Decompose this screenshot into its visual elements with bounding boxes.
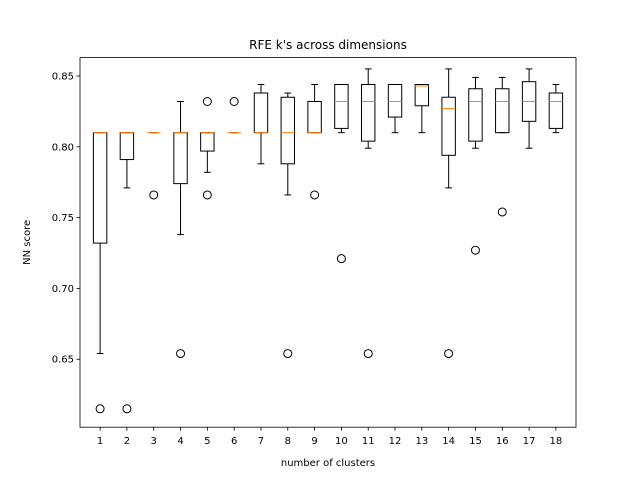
plot-frame (79, 57, 577, 428)
outlier-point (229, 96, 239, 106)
x-tick-label: 4 (177, 436, 183, 447)
box-group-15 (468, 76, 483, 255)
outlier-point (470, 245, 480, 255)
x-tick-label: 11 (362, 436, 375, 447)
box-group-17 (521, 68, 537, 149)
iqr-box (468, 88, 483, 142)
x-tick-label: 12 (389, 436, 402, 447)
x-axis-label: number of clusters (281, 458, 375, 469)
box-group-1 (92, 132, 108, 414)
x-tick-label: 3 (151, 436, 157, 447)
box-group-16 (495, 76, 510, 217)
iqr-box (414, 84, 430, 107)
x-tick-label: 5 (204, 436, 210, 447)
y-tick-label: 0.75 (52, 213, 74, 224)
x-tick-label: 13 (415, 436, 428, 447)
x-tick-label: 10 (335, 436, 348, 447)
x-tick-label: 1 (97, 436, 103, 447)
box-group-2 (119, 132, 135, 414)
y-axis: 0.65 0.70 0.75 0.80 0.85 (52, 72, 80, 366)
box-group-6 (227, 96, 241, 134)
box-group-4 (173, 100, 188, 359)
box-group-13 (414, 84, 430, 134)
x-tick-label: 7 (258, 436, 264, 447)
outlier-point (336, 254, 346, 264)
box-group-12 (387, 84, 403, 134)
outlier-point (444, 349, 454, 359)
outlier-point (497, 207, 507, 217)
y-tick-label: 0.70 (52, 284, 74, 295)
outlier-point (176, 349, 186, 359)
iqr-box (361, 84, 376, 142)
outlier-point (202, 190, 212, 200)
iqr-box (387, 84, 403, 118)
outlier-point (149, 190, 159, 200)
iqr-box (548, 92, 564, 129)
x-tick-label: 6 (231, 436, 237, 447)
x-tick-label: 17 (523, 436, 536, 447)
x-axis: 1 2 3 4 5 6 7 8 9 10 11 12 13 14 15 16 17 18 (97, 427, 562, 447)
box-group-18 (548, 84, 564, 134)
outlier-point (202, 96, 212, 106)
plot-area (80, 57, 576, 428)
iqr-box (441, 96, 456, 156)
outlier-point (310, 190, 320, 200)
x-tick-label: 2 (124, 436, 130, 447)
x-tick-label: 14 (442, 436, 455, 447)
x-tick-label: 8 (285, 436, 291, 447)
box-group-5 (200, 96, 215, 200)
x-tick-label: 18 (550, 436, 563, 447)
y-tick-label: 0.65 (52, 355, 74, 366)
outlier-point (363, 349, 373, 359)
y-axis-label: NN score (22, 220, 33, 265)
chart-title: RFE k's across dimensions (249, 38, 407, 52)
x-tick-label: 9 (311, 436, 317, 447)
iqr-box (495, 88, 510, 134)
box-group-3 (147, 132, 161, 200)
outlier-point (283, 349, 293, 359)
y-tick-label: 0.80 (52, 142, 74, 153)
outlier-point (95, 404, 105, 414)
boxes-layer (92, 68, 564, 414)
x-tick-label: 16 (496, 436, 509, 447)
box-group-9 (307, 84, 322, 200)
x-tick-label: 15 (469, 436, 482, 447)
iqr-box (280, 96, 295, 165)
box-group-10 (334, 84, 349, 264)
outlier-point (122, 404, 132, 414)
iqr-box (334, 84, 349, 129)
box-group-8 (280, 92, 295, 359)
box-group-11 (361, 68, 376, 359)
y-tick-label: 0.85 (52, 72, 74, 83)
box-group-7 (253, 84, 269, 165)
box-group-14 (441, 68, 456, 359)
